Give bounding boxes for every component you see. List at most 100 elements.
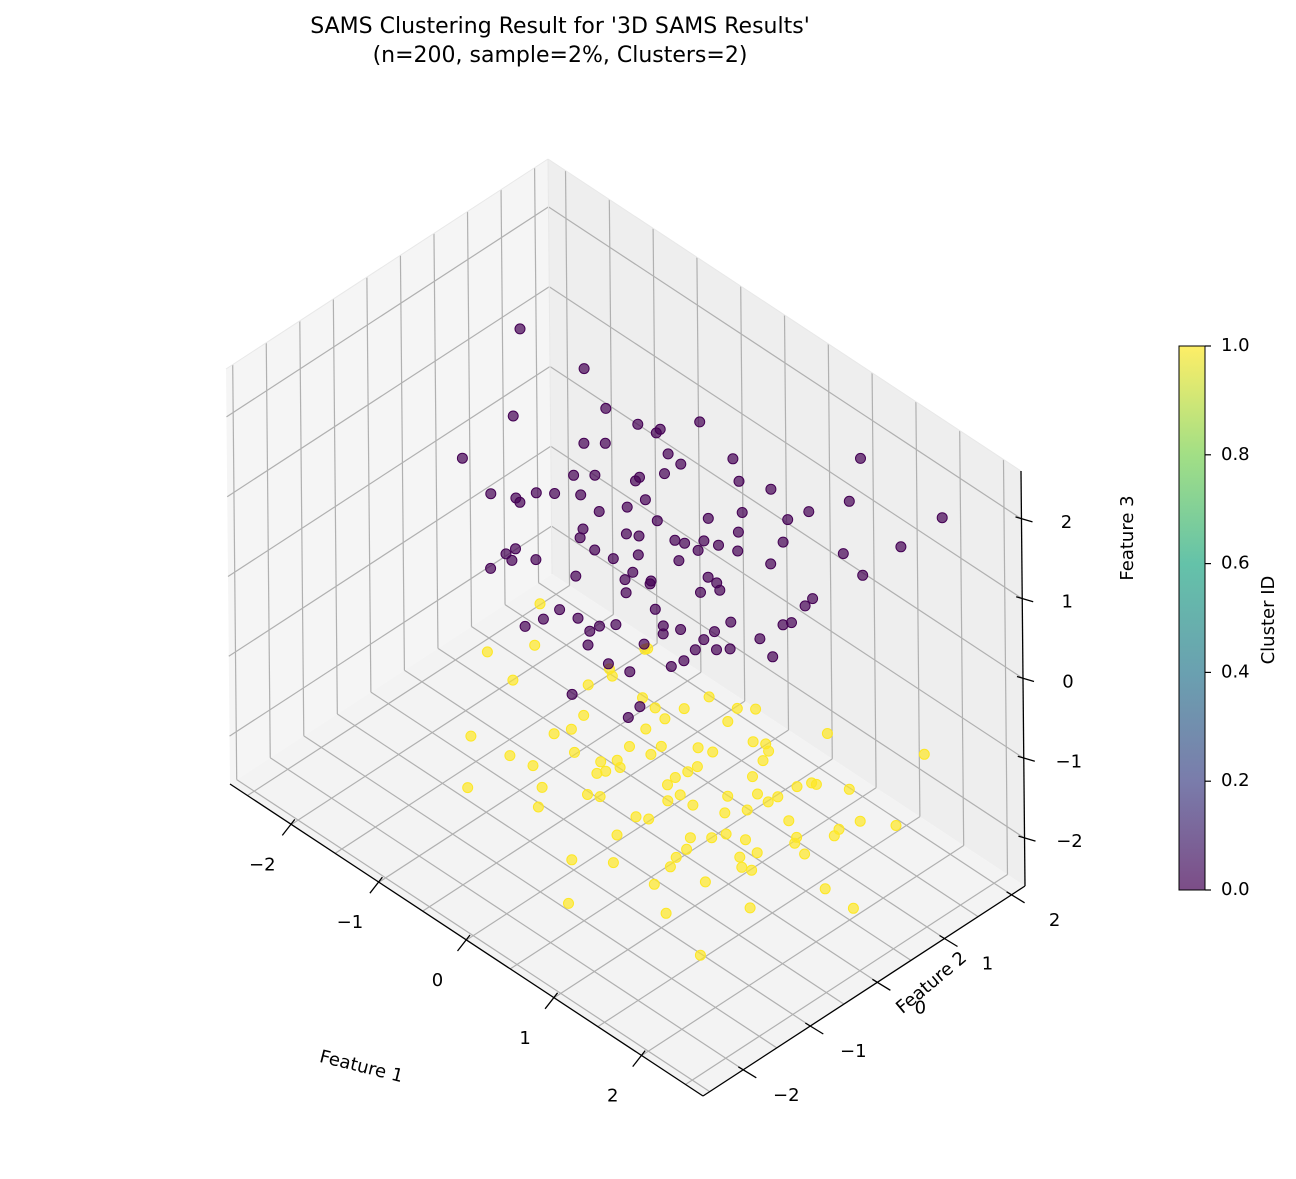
data-point-cluster-0 [803, 506, 815, 518]
data-point-cluster-1 [664, 861, 676, 873]
data-point-cluster-0 [765, 483, 777, 495]
data-point-cluster-0 [578, 437, 590, 449]
data-point-cluster-1 [772, 791, 784, 803]
data-point-cluster-0 [837, 548, 849, 560]
data-point-cluster-1 [699, 876, 711, 888]
data-point-cluster-0 [594, 620, 605, 632]
data-point-cluster-1 [566, 854, 578, 866]
data-point-cluster-0 [577, 523, 589, 535]
data-point-cluster-0 [754, 633, 766, 645]
data-point-cluster-0 [602, 658, 614, 670]
data-point-cluster-0 [724, 643, 736, 655]
data-point-cluster-1 [703, 691, 715, 703]
colorbar-tick-label: 0.4 [1221, 661, 1250, 682]
data-point-cluster-0 [610, 619, 622, 631]
data-point-cluster-1 [595, 756, 607, 768]
data-point-cluster-0 [654, 423, 666, 435]
data-point-cluster-0 [578, 363, 590, 375]
data-point-cluster-1 [674, 789, 686, 801]
data-point-cluster-1 [648, 878, 660, 890]
y-tick-label: −1 [840, 1041, 867, 1062]
grid-line-floor-x [553, 787, 877, 999]
data-point-cluster-1 [640, 723, 652, 735]
grid-line-back-z [550, 445, 1025, 759]
data-point-cluster-0 [572, 612, 584, 624]
data-point-cluster-0 [807, 593, 819, 605]
data-point-cluster-0 [767, 651, 779, 663]
x-tick [544, 992, 559, 1010]
data-point-cluster-1 [918, 748, 930, 760]
data-point-cluster-0 [702, 571, 714, 583]
data-point-cluster-0 [620, 587, 632, 599]
data-point-cluster-1 [799, 848, 811, 860]
data-point-cluster-0 [514, 496, 526, 508]
grid-line-floor-x [466, 729, 789, 941]
data-point-cluster-0 [662, 448, 674, 460]
data-point-cluster-0 [799, 600, 811, 612]
grid-line-floor-y [236, 779, 711, 1093]
data-point-cluster-0 [593, 506, 605, 517]
data-point-cluster-0 [695, 586, 706, 598]
z-tick-label: 2 [1061, 512, 1072, 533]
data-point-cluster-1 [630, 811, 642, 823]
pane-edge-top-back [547, 158, 1022, 472]
data-point-cluster-1 [534, 598, 546, 610]
data-point-cluster-1 [565, 723, 577, 735]
chart-title: SAMS Clustering Result for '3D SAMS Resu… [310, 14, 810, 68]
data-point-cluster-0 [711, 644, 722, 656]
data-point-cluster-1 [681, 843, 693, 855]
data-point-cluster-1 [659, 713, 671, 725]
data-point-cluster-1 [854, 815, 866, 827]
data-point-cluster-1 [678, 703, 690, 715]
grid-line-floor-y [370, 691, 845, 1005]
data-point-cluster-1 [750, 703, 762, 715]
grid-line-left-z [227, 365, 551, 578]
z-tick [1016, 596, 1034, 603]
data-point-cluster-0 [732, 545, 744, 557]
data-point-cluster-0 [733, 475, 745, 487]
pane-edge-top-left [225, 158, 549, 370]
data-point-cluster-0 [485, 488, 497, 500]
y-tick-label: −2 [773, 1085, 800, 1106]
data-point-cluster-1 [741, 804, 753, 816]
data-point-cluster-0 [713, 539, 724, 551]
grid-line-left-z [229, 525, 552, 737]
colorbar-gradient [1178, 345, 1206, 891]
data-point-cluster-0 [725, 616, 737, 628]
colorbar-tick-label: 0.8 [1221, 444, 1250, 465]
data-point-cluster-1 [692, 742, 704, 754]
data-point-cluster-0 [692, 544, 704, 556]
data-point-cluster-1 [706, 832, 718, 844]
grid-line-floor-y [471, 625, 945, 940]
grid-line-floor-x [641, 845, 965, 1057]
data-point-cluster-1 [847, 902, 859, 914]
data-point-cluster-0 [659, 468, 670, 480]
data-point-cluster-1 [720, 828, 732, 840]
x-tick-label: 1 [519, 1028, 530, 1049]
data-point-cluster-1 [791, 781, 803, 793]
data-point-cluster-0 [698, 535, 710, 547]
data-point-cluster-1 [662, 795, 674, 807]
x-tick-label: −1 [337, 912, 364, 933]
data-point-cluster-1 [719, 807, 731, 819]
x-tick [456, 934, 471, 952]
grid-line-left-z [226, 206, 549, 418]
data-point-cluster-0 [698, 634, 710, 646]
data-point-cluster-1 [757, 755, 769, 767]
x-axis-label: Feature 1 [317, 1046, 405, 1087]
data-point-cluster-0 [651, 515, 663, 527]
data-point-cluster-1 [828, 830, 840, 842]
data-point-cluster-1 [607, 857, 619, 869]
data-point-cluster-1 [649, 702, 661, 714]
data-point-cluster-1 [529, 639, 541, 651]
grid-line-back-z [548, 286, 1023, 600]
grid-line-floor-x [247, 585, 570, 797]
data-point-cluster-1 [806, 777, 818, 789]
data-point-cluster-0 [566, 688, 578, 700]
data-point-cluster-1 [747, 736, 759, 748]
data-point-cluster-0 [679, 537, 691, 549]
data-point-cluster-1 [670, 851, 682, 863]
data-point-cluster-1 [687, 799, 699, 811]
data-point-cluster-1 [707, 746, 719, 758]
axis-ticks: −2 −1 0 1 2 −2 −1 0 1 2 −2 −1 0 1 2 [249, 512, 1083, 1107]
